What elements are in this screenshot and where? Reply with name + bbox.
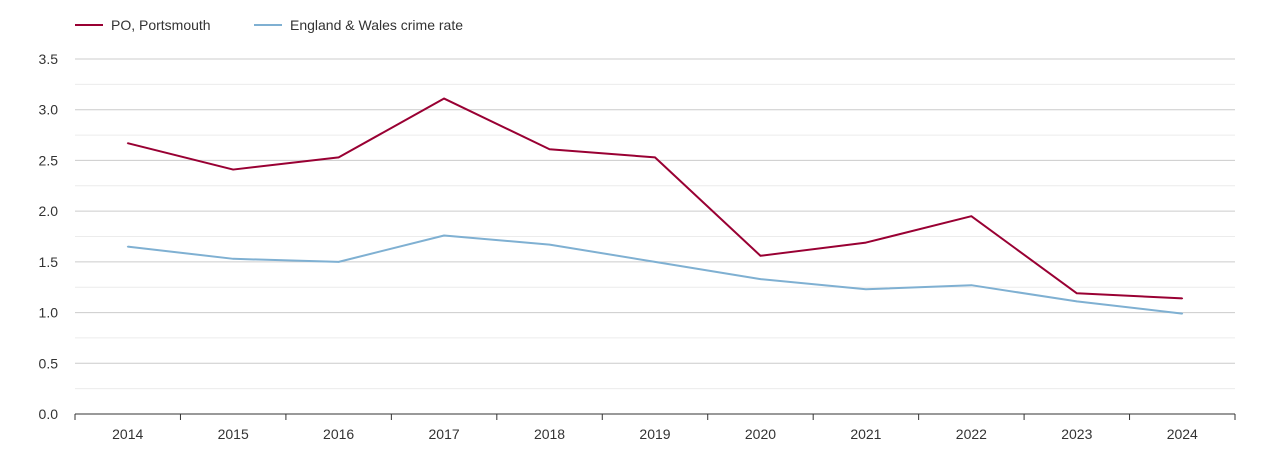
legend: PO, Portsmouth England & Wales crime rat… <box>75 17 463 33</box>
legend-label-portsmouth: PO, Portsmouth <box>111 17 211 33</box>
data-point-portsmouth[interactable] <box>1076 292 1078 295</box>
data-point-portsmouth[interactable] <box>126 142 129 144</box>
data-point-england-wales[interactable] <box>865 288 867 291</box>
x-tick-label: 2022 <box>956 426 987 442</box>
data-point-portsmouth[interactable] <box>759 254 762 257</box>
x-tick-label: 2023 <box>1061 426 1092 442</box>
data-point-england-wales[interactable] <box>337 261 340 263</box>
data-point-england-wales[interactable] <box>126 245 129 248</box>
data-point-portsmouth[interactable] <box>337 156 340 159</box>
series-line-portsmouth[interactable] <box>127 97 1183 300</box>
data-point-portsmouth[interactable] <box>1181 297 1184 300</box>
x-axis: 2014 2015 2016 2017 2018 2019 2020 2021 2022 2023… <box>74 413 1236 442</box>
series-lines <box>126 97 1184 315</box>
y-axis: 0.0 0.5 1.0 1.5 2.0 2.5 3.0 3.5 <box>39 51 59 422</box>
x-tick-label: 2024 <box>1167 426 1198 442</box>
data-point-england-wales[interactable] <box>759 278 762 280</box>
data-point-portsmouth[interactable] <box>654 156 656 159</box>
y-tick-label: 2.0 <box>39 203 59 219</box>
data-point-portsmouth[interactable] <box>232 168 234 171</box>
x-tick-label: 2019 <box>639 426 670 442</box>
data-point-portsmouth[interactable] <box>865 241 867 244</box>
x-tick-label: 2021 <box>850 426 881 442</box>
y-tick-label: 0.5 <box>39 355 59 371</box>
y-tick-label: 1.5 <box>39 254 59 270</box>
x-tick-label: 2020 <box>745 426 776 442</box>
gridlines <box>75 58 1235 390</box>
series-line-england-wales[interactable] <box>127 234 1183 315</box>
y-tick-label: 3.0 <box>39 102 59 118</box>
data-point-england-wales[interactable] <box>1076 300 1078 303</box>
data-point-england-wales[interactable] <box>443 234 445 237</box>
y-tick-label: 0.0 <box>39 406 59 422</box>
x-tick-label: 2015 <box>218 426 249 442</box>
y-tick-label: 1.0 <box>39 305 59 321</box>
y-tick-label: 3.5 <box>39 51 59 67</box>
data-point-england-wales[interactable] <box>654 261 656 263</box>
data-point-england-wales[interactable] <box>970 284 973 286</box>
x-tick-label: 2016 <box>323 426 354 442</box>
x-tick-label: 2017 <box>429 426 460 442</box>
x-tick-label: 2014 <box>112 426 143 442</box>
data-point-england-wales[interactable] <box>232 258 234 260</box>
data-point-portsmouth[interactable] <box>548 148 551 151</box>
legend-label-england-wales: England & Wales crime rate <box>290 17 463 33</box>
data-point-england-wales[interactable] <box>1181 312 1184 315</box>
legend-item-portsmouth[interactable]: PO, Portsmouth <box>75 17 211 33</box>
y-tick-label: 2.5 <box>39 152 59 168</box>
x-tick-label: 2018 <box>534 426 565 442</box>
data-point-portsmouth[interactable] <box>970 215 973 218</box>
data-point-portsmouth[interactable] <box>443 97 445 100</box>
legend-item-england-wales[interactable]: England & Wales crime rate <box>254 17 463 33</box>
data-point-england-wales[interactable] <box>548 243 551 246</box>
